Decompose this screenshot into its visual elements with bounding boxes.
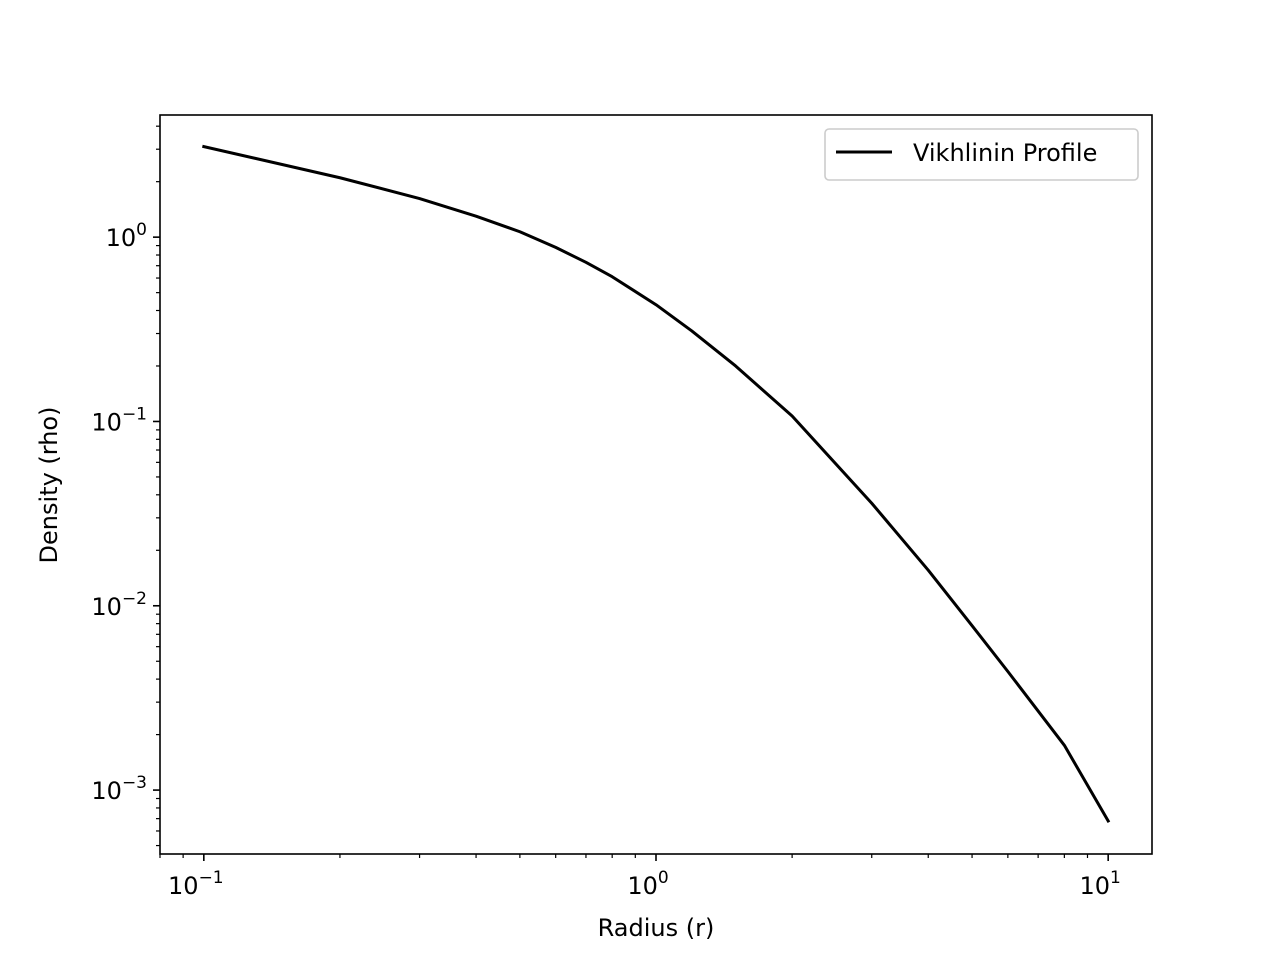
x-axis: 10−1 100 101 — [159, 854, 1121, 900]
series-layer — [202, 144, 1111, 823]
legend: Vikhlinin Profile — [824, 128, 1139, 181]
x-axis-label: Radius (r) — [598, 914, 715, 942]
series-line-0 — [202, 144, 1111, 823]
legend-box — [824, 128, 1139, 181]
y-axis-label: Density (rho) — [35, 407, 63, 564]
x-tick-label: 10−1 — [168, 868, 224, 900]
legend-label: Vikhlinin Profile — [913, 139, 1097, 167]
